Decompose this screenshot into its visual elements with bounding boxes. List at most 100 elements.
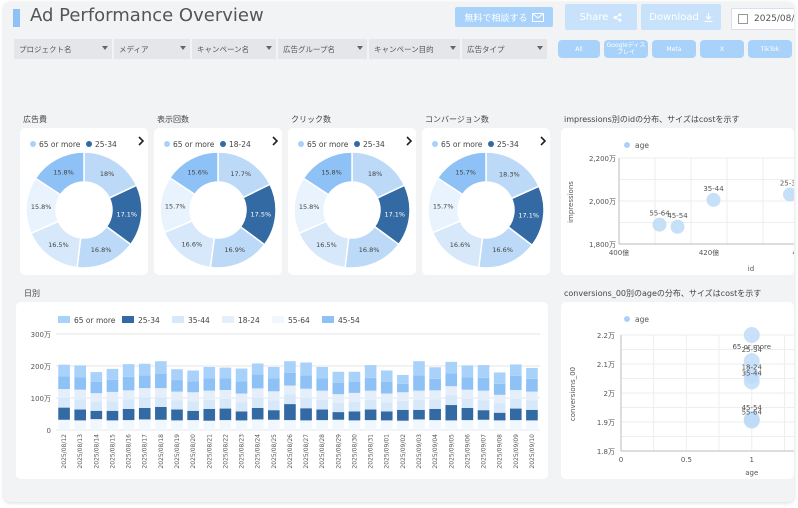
bar-segment[interactable]: [348, 401, 361, 412]
bar-segment[interactable]: [90, 381, 103, 394]
bar-segment[interactable]: [138, 419, 151, 430]
scatter-point[interactable]: [743, 373, 760, 390]
bar-segment[interactable]: [526, 400, 538, 410]
bar-segment[interactable]: [90, 410, 103, 420]
bar-segment[interactable]: [58, 364, 70, 377]
bar-segment[interactable]: [251, 374, 264, 389]
bar-segment[interactable]: [187, 410, 199, 421]
bar-segment[interactable]: [203, 399, 216, 409]
donut-slice[interactable]: [436, 151, 487, 196]
bar-segment[interactable]: [74, 389, 87, 400]
bar-segment[interactable]: [106, 410, 119, 421]
bar-segment[interactable]: [74, 377, 87, 390]
bar-segment[interactable]: [171, 400, 183, 410]
filter-campaign-objective[interactable]: キャンペーン目的: [369, 39, 460, 59]
bar-segment[interactable]: [332, 371, 345, 383]
bar-segment[interactable]: [122, 408, 135, 421]
bar-segment[interactable]: [155, 419, 167, 430]
bar-segment[interactable]: [203, 366, 216, 379]
bar-segment[interactable]: [90, 372, 103, 382]
bar-segment[interactable]: [203, 420, 216, 430]
bar-segment[interactable]: [509, 420, 522, 430]
bar-segment[interactable]: [316, 420, 329, 430]
share-button[interactable]: Share: [565, 4, 637, 30]
bar-segment[interactable]: [493, 420, 506, 430]
bar-segment[interactable]: [122, 364, 135, 377]
bar-segment[interactable]: [122, 399, 135, 409]
bar-segment[interactable]: [235, 420, 248, 430]
bar-segment[interactable]: [267, 410, 280, 420]
bar-segment[interactable]: [300, 398, 312, 409]
bar-segment[interactable]: [106, 379, 119, 392]
bar-segment[interactable]: [187, 420, 199, 430]
bar-segment[interactable]: [397, 374, 409, 384]
bar-segment[interactable]: [526, 367, 538, 379]
bar-segment[interactable]: [267, 400, 280, 411]
bar-segment[interactable]: [364, 390, 377, 400]
bar-segment[interactable]: [251, 388, 264, 398]
media-pill-google-display[interactable]: Googleディスプレイ: [604, 40, 648, 58]
bar-segment[interactable]: [235, 381, 248, 394]
bar-segment[interactable]: [267, 378, 280, 392]
bar-segment[interactable]: [493, 403, 506, 413]
media-pill-meta[interactable]: Meta: [652, 40, 696, 58]
bar-segment[interactable]: [509, 375, 522, 390]
bar-segment[interactable]: [526, 420, 538, 430]
download-button[interactable]: Download: [641, 4, 721, 30]
bar-segment[interactable]: [461, 377, 474, 390]
bar-segment[interactable]: [526, 409, 538, 421]
bar-segment[interactable]: [461, 420, 474, 430]
bar-segment[interactable]: [203, 378, 216, 391]
bar-segment[interactable]: [284, 361, 296, 373]
bar-segment[interactable]: [171, 420, 183, 430]
bar-segment[interactable]: [267, 366, 280, 379]
bar-segment[interactable]: [332, 419, 345, 430]
bar-segment[interactable]: [138, 397, 151, 408]
bar-segment[interactable]: [380, 370, 393, 382]
bar-segment[interactable]: [219, 390, 232, 399]
bar-segment[interactable]: [251, 363, 264, 375]
media-pill-tiktok[interactable]: TikTok: [748, 40, 792, 58]
bar-segment[interactable]: [235, 393, 248, 403]
consult-button[interactable]: 無料で相談する: [455, 7, 553, 27]
bar-segment[interactable]: [509, 390, 522, 399]
bar-segment[interactable]: [429, 390, 441, 400]
bar-segment[interactable]: [493, 383, 506, 395]
bar-segment[interactable]: [461, 389, 474, 399]
bar-segment[interactable]: [364, 399, 377, 410]
bar-segment[interactable]: [138, 407, 151, 420]
bar-segment[interactable]: [445, 386, 458, 396]
bar-segment[interactable]: [284, 372, 296, 386]
scatter-point[interactable]: [743, 412, 760, 429]
bar-segment[interactable]: [316, 378, 329, 391]
bar-segment[interactable]: [267, 419, 280, 430]
scatter-point[interactable]: [743, 327, 760, 343]
bar-segment[interactable]: [300, 408, 312, 421]
bar-segment[interactable]: [171, 380, 183, 392]
bar-segment[interactable]: [300, 375, 312, 389]
bar-segment[interactable]: [284, 420, 296, 430]
bar-segment[interactable]: [477, 390, 490, 401]
bar-segment[interactable]: [413, 390, 425, 400]
bar-segment[interactable]: [397, 420, 409, 430]
bar-segment[interactable]: [58, 407, 70, 420]
bar-segment[interactable]: [509, 408, 522, 421]
bar-segment[interactable]: [219, 420, 232, 430]
bar-segment[interactable]: [397, 400, 409, 410]
bar-segment[interactable]: [380, 411, 393, 421]
bar-segment[interactable]: [300, 388, 312, 399]
bar-segment[interactable]: [445, 395, 458, 406]
scatter-point[interactable]: [743, 353, 760, 370]
bar-segment[interactable]: [348, 420, 361, 430]
filter-campaign[interactable]: キャンペーン名: [192, 39, 276, 59]
bar-segment[interactable]: [90, 393, 103, 402]
bar-segment[interactable]: [106, 401, 119, 411]
bar-segment[interactable]: [397, 392, 409, 401]
bar-segment[interactable]: [316, 366, 329, 379]
bar-segment[interactable]: [235, 368, 248, 382]
bar-segment[interactable]: [219, 408, 232, 421]
bar-segment[interactable]: [493, 394, 506, 404]
chevron-right-icon[interactable]: [138, 136, 145, 146]
bar-segment[interactable]: [364, 420, 377, 430]
bar-segment[interactable]: [493, 372, 506, 384]
